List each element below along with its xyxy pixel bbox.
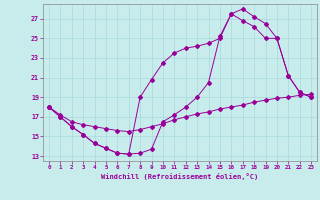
X-axis label: Windchill (Refroidissement éolien,°C): Windchill (Refroidissement éolien,°C) (101, 173, 259, 180)
